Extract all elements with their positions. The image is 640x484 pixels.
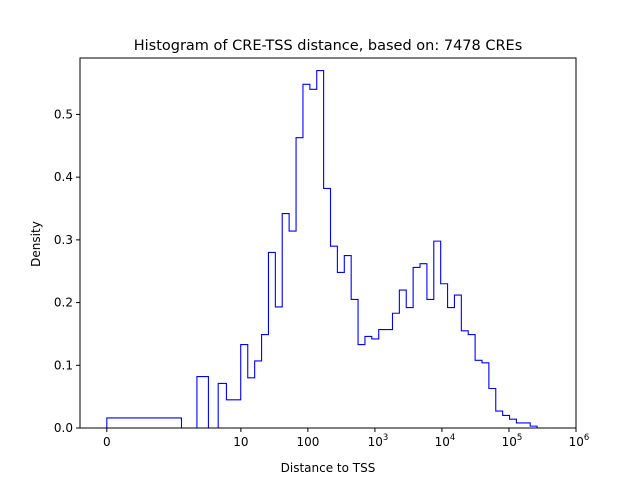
x-tick-exponent: 3 [383,433,388,443]
x-tick-exponent: 5 [517,433,522,443]
histogram-step-line [106,69,551,429]
x-tick-label: 10 [233,435,248,449]
x-tick-label: 0 [103,435,111,449]
y-tick-label: 0.4 [54,170,73,184]
x-tick-label: 100 [296,435,319,449]
y-tick-label: 0.2 [54,296,73,310]
y-tick-label: 0.1 [54,358,73,372]
y-axis-label: Density [29,221,43,267]
plot-area-frame [79,57,577,429]
y-tick-label: 0.3 [54,233,73,247]
x-axis-label: Distance to TSS [281,461,376,475]
y-tick-label: 0.0 [54,421,73,435]
y-axis-ticks: 0.0 0.1 0.2 0.3 0.4 0.5 [54,107,80,435]
x-tick-exponent: 6 [584,433,589,443]
x-tick-exponent: 4 [450,433,455,443]
chart-title: Histogram of CRE-TSS distance, based on:… [134,38,523,54]
y-tick-label: 0.5 [54,107,73,121]
